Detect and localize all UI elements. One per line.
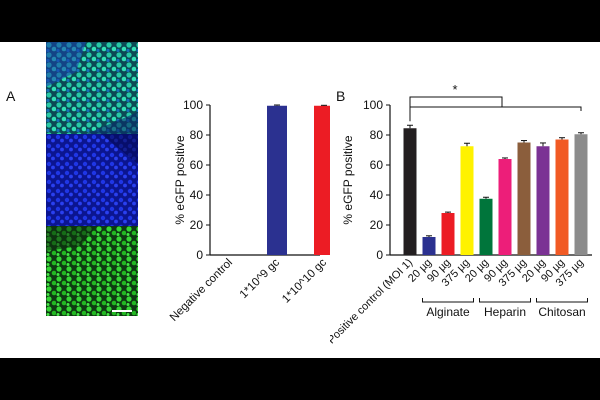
group-label: Alginate — [426, 305, 470, 319]
micrograph-merged-image — [46, 42, 138, 134]
y-tick-label: 0 — [196, 248, 203, 262]
bar — [422, 237, 436, 255]
y-tick-label: 100 — [183, 98, 203, 112]
chart-a: % eGFP positive 0 20 40 60 80 100 Negative con… — [168, 98, 330, 324]
y-tick-label: 60 — [190, 158, 204, 172]
category-label: 1*10^10 gc — [280, 256, 329, 305]
group-label: Chitosan — [538, 305, 585, 319]
group-bracket — [422, 298, 474, 303]
bar — [460, 146, 474, 255]
micrograph-nuclei — [46, 134, 138, 226]
bar — [536, 146, 550, 255]
y-tick-label: 40 — [370, 188, 384, 202]
bar — [479, 198, 493, 255]
category-label: Positive control (MOI 1) — [330, 257, 415, 347]
y-tick-label: 80 — [190, 128, 204, 142]
bar — [498, 159, 512, 255]
group-bracket — [479, 298, 531, 303]
chart-a-ylabel: % eGFP positive — [173, 135, 187, 224]
category-label: 1*10^9 gc — [238, 256, 283, 301]
micrograph-egfp-image — [46, 226, 138, 316]
bar — [267, 105, 287, 255]
bar — [314, 105, 330, 255]
significance-bracket-inner — [410, 106, 582, 111]
micrograph-merged — [46, 42, 138, 134]
significance-bracket-outer — [409, 96, 503, 122]
y-tick-label: 0 — [376, 248, 383, 262]
chart-b-ylabel: % eGFP positive — [341, 135, 355, 224]
bar — [441, 213, 455, 255]
y-tick-label: 20 — [370, 218, 384, 232]
panel-label-a: A — [6, 88, 16, 104]
letterbox-bottom — [0, 358, 600, 400]
significance-star: * — [452, 82, 457, 97]
group-label: Heparin — [484, 305, 526, 319]
category-label: Negative control — [168, 257, 235, 324]
bar — [555, 139, 569, 255]
scale-bar — [112, 310, 132, 312]
chart-b: % eGFP positive 0 20 40 60 80 100 Positive con… — [330, 82, 592, 347]
y-tick-label: 80 — [370, 128, 384, 142]
bar — [574, 134, 588, 255]
micrograph-nuclei-image — [46, 134, 138, 226]
micrograph-egfp — [46, 226, 138, 316]
group-bracket — [536, 298, 588, 303]
y-tick-label: 40 — [190, 188, 204, 202]
y-tick-label: 60 — [370, 158, 384, 172]
y-tick-label: 20 — [190, 218, 204, 232]
y-tick-label: 100 — [363, 98, 383, 112]
bar — [517, 142, 531, 255]
letterbox-top — [0, 0, 600, 42]
bar — [403, 128, 417, 255]
panel-label-b: B — [336, 88, 346, 104]
